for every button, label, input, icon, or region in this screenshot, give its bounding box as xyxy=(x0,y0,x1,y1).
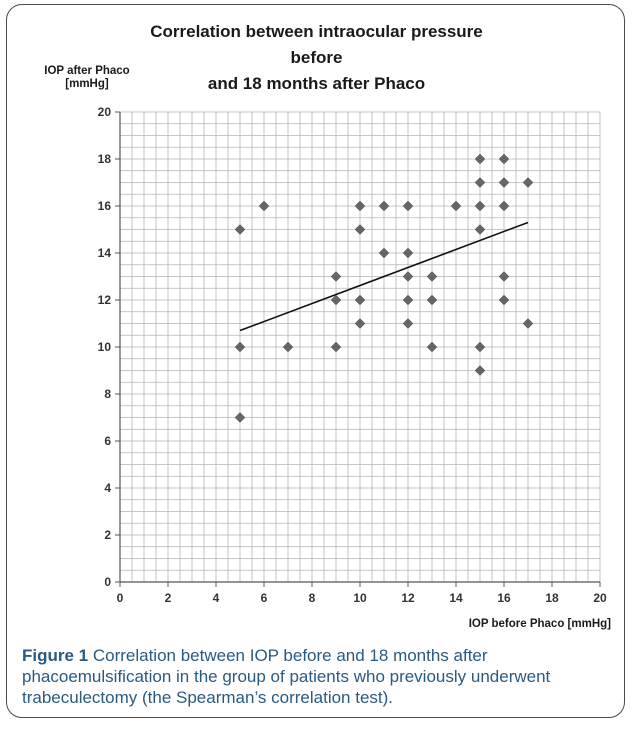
data-point xyxy=(426,294,438,306)
data-point xyxy=(498,294,510,306)
x-tick-label: 6 xyxy=(261,591,268,605)
data-point xyxy=(378,200,390,212)
data-point xyxy=(474,153,486,165)
figure-frame xyxy=(6,4,625,718)
data-point xyxy=(234,341,246,353)
chart-title-line-2: before xyxy=(290,48,343,67)
data-point xyxy=(474,177,486,188)
y-tick-label: 4 xyxy=(104,481,111,495)
data-point xyxy=(498,271,510,282)
data-point xyxy=(330,294,342,306)
y-tick-label: 20 xyxy=(98,105,112,119)
data-point xyxy=(402,200,414,212)
data-point xyxy=(474,365,486,376)
data-point xyxy=(450,200,462,212)
chart-title-line-3: and 18 months after Phaco xyxy=(207,74,426,93)
x-tick-label: 8 xyxy=(309,591,316,605)
y-tick-label: 12 xyxy=(98,293,112,307)
data-point xyxy=(474,224,486,235)
data-point xyxy=(354,224,366,235)
x-tick-label: 18 xyxy=(545,591,559,605)
data-point xyxy=(282,341,294,353)
figure-caption: Figure 1 Correlation between IOP before … xyxy=(22,645,612,708)
data-point xyxy=(474,200,486,212)
data-point xyxy=(354,318,366,329)
x-tick-label: 0 xyxy=(117,591,124,605)
caption-text: Correlation between IOP before and 18 mo… xyxy=(22,646,551,707)
data-point xyxy=(402,271,414,282)
data-point xyxy=(258,200,270,212)
data-point xyxy=(474,341,486,353)
y-tick-label: 2 xyxy=(104,528,111,542)
data-point xyxy=(234,224,246,235)
chart-title-line-1: Correlation between intraocular pressure xyxy=(150,22,483,41)
y-tick-label: 18 xyxy=(98,152,112,166)
data-point xyxy=(522,318,534,329)
data-point xyxy=(402,247,414,259)
data-point xyxy=(498,200,510,212)
data-point xyxy=(402,294,414,306)
x-tick-label: 12 xyxy=(401,591,415,605)
data-point xyxy=(426,341,438,353)
data-point xyxy=(498,177,510,188)
y-axis-title-line-1: IOP after Phaco xyxy=(44,65,130,77)
x-tick-label: 20 xyxy=(593,591,607,605)
data-point xyxy=(402,318,414,329)
figure-label: Figure 1 xyxy=(22,646,89,665)
x-tick-label: 14 xyxy=(449,591,463,605)
x-axis-title: IOP before Phaco [mmHg] xyxy=(468,618,611,630)
y-axis-title-line-2: [mmHg] xyxy=(65,78,109,90)
x-tick-label: 16 xyxy=(497,591,511,605)
x-tick-label: 2 xyxy=(165,591,172,605)
data-point xyxy=(522,177,534,188)
x-tick-label: 10 xyxy=(353,591,367,605)
data-point xyxy=(330,341,342,353)
data-point xyxy=(426,271,438,282)
y-tick-label: 10 xyxy=(98,340,112,354)
trend-line xyxy=(239,221,529,332)
x-tick-label: 4 xyxy=(213,591,220,605)
y-tick-label: 8 xyxy=(104,387,111,401)
y-tick-label: 0 xyxy=(104,575,111,589)
data-point xyxy=(354,294,366,306)
y-tick-label: 6 xyxy=(104,434,111,448)
data-point xyxy=(330,271,342,282)
data-point xyxy=(378,247,390,259)
data-point xyxy=(498,153,510,165)
data-point xyxy=(234,412,246,423)
y-axis-title: IOP after Phaco [mmHg] xyxy=(37,65,137,91)
data-point xyxy=(354,200,366,212)
scatter-chart: 0 2 4 6 8 10 12 14 16 18 20 0 2 4 6 8 10 12 14 16 18 20 xyxy=(98,105,607,605)
y-tick-label: 16 xyxy=(98,199,112,213)
y-tick-label: 14 xyxy=(98,246,112,260)
